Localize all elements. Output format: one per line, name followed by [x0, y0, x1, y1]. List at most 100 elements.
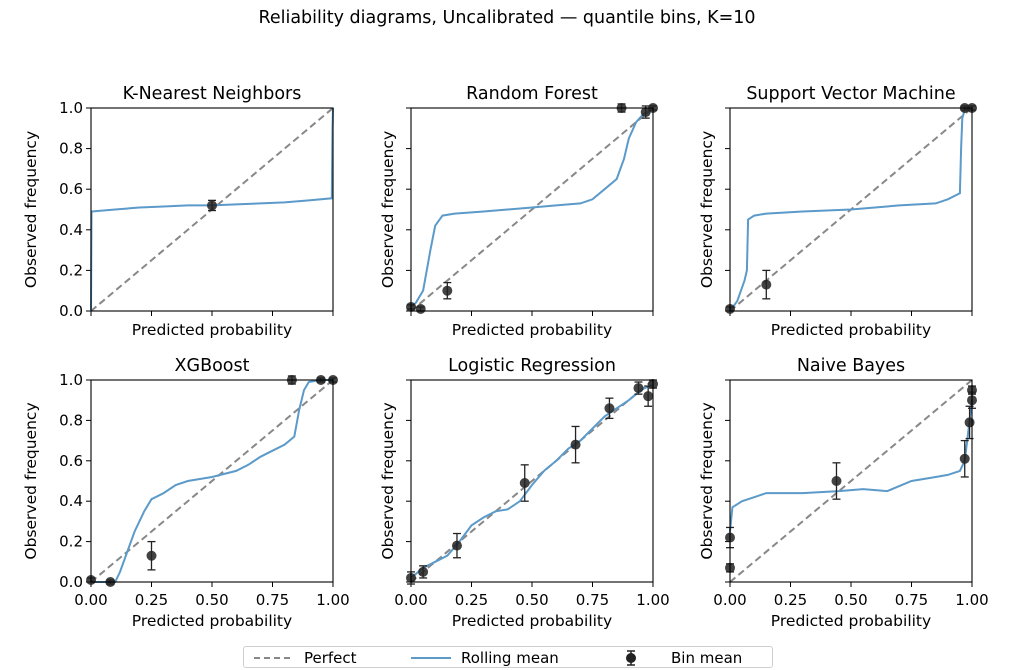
panel-6-frame	[729, 379, 973, 583]
panel-4-bin-point	[146, 540, 157, 571]
panel-1-ylabel: Observed frequency	[22, 131, 40, 288]
panel-6-bin-marker	[959, 453, 970, 464]
panel-6-bin-point	[959, 439, 970, 478]
panel-3-ylabel: Observed frequency	[698, 131, 716, 288]
panel-5-bin-marker	[451, 540, 462, 551]
legend-perfect-label: Perfect	[304, 649, 357, 667]
panel-2-xlabel: Predicted probability	[452, 321, 612, 339]
panel-5-xtick-label: 0.50	[515, 591, 548, 609]
panel-3-rolling-mean	[729, 107, 973, 312]
panel-3-xlabel: Predicted probability	[771, 321, 931, 339]
panel-2-rolling-mean	[410, 107, 654, 308]
panel-5-bin-point	[604, 397, 615, 420]
panel-3-title: Support Vector Machine	[746, 84, 955, 104]
panel-5-xtick-label: 0.75	[576, 591, 609, 609]
panel-1-ytick-label: 0.6	[59, 180, 83, 198]
panel-2-bin-point	[415, 303, 426, 314]
panel-5-xtick-label: 0.25	[455, 591, 488, 609]
panel-6-title: Naive Bayes	[797, 356, 905, 376]
panel-1-bin-marker	[207, 200, 217, 211]
panel-2-frame	[410, 107, 654, 312]
panel-6-xtick-label: 0.50	[834, 591, 867, 609]
panel-5-title: Logistic Regression	[448, 356, 616, 376]
panel-5-bin-marker	[633, 383, 644, 394]
panel-4-bin-marker	[146, 550, 157, 561]
panel-4-ytick-label: 0.0	[59, 573, 83, 591]
panel-2: Random Forest Predicted probability Observ…	[379, 84, 658, 339]
panel-5-xtick-label: 0.00	[394, 591, 427, 609]
panel-5-bin-point	[519, 464, 530, 502]
panel-6-rolling-mean	[729, 400, 973, 532]
panel-1-rolling-mean	[90, 107, 334, 312]
panel-4-xtick-label: 0.25	[135, 591, 168, 609]
panel-4-xtick-label: 0.00	[74, 591, 107, 609]
panel-1-bin-point	[207, 199, 217, 212]
panel-5-bin-point	[418, 565, 429, 579]
panel-6-xlabel: Predicted probability	[771, 612, 931, 630]
legend-bin-swatch	[626, 650, 636, 666]
figure-title: Reliability diagrams, Uncalibrated — qua…	[258, 8, 756, 28]
panel-6-bin-point	[964, 405, 975, 440]
panel-5-xtick-label: 1.00	[636, 591, 669, 609]
legend-perfect-swatch	[254, 657, 294, 659]
panel-2-bin-point	[442, 281, 453, 300]
panel-5-xlabel: Predicted probability	[452, 612, 612, 630]
legend: Perfect Rolling mean Bin mean	[243, 646, 773, 668]
panel-5: Logistic Regression 0.00 0.25 0.50 0.75 1.00 P…	[379, 356, 670, 630]
panel-2-bin-point	[616, 103, 627, 113]
panel-4-ytick-label: 0.6	[59, 452, 83, 470]
panel-1-xlabel: Predicted probability	[132, 321, 292, 339]
panel-5-bin-marker	[643, 391, 654, 402]
panel-6-bin-marker	[964, 417, 975, 428]
panel-5-frame	[410, 379, 654, 583]
panel-5-bin-marker	[604, 403, 615, 414]
panel-4-rolling-mean	[91, 379, 333, 583]
panel-2-title: Random Forest	[466, 84, 598, 104]
panel-6-bin-marker	[831, 476, 842, 486]
panel-6-perfect-line	[729, 379, 973, 583]
panel-3-bin-point	[761, 269, 772, 300]
panel-4-ytick-label: 0.2	[59, 533, 83, 551]
panel-2-bin-marker	[415, 303, 426, 314]
panel-2-ylabel: Observed frequency	[379, 131, 397, 288]
legend-rolling-label: Rolling mean	[461, 649, 559, 667]
panel-2-perfect-line	[410, 107, 654, 312]
panel-5-ylabel: Observed frequency	[379, 402, 397, 559]
panel-6-xtick-label: 0.75	[895, 591, 928, 609]
panel-6-bin-point	[831, 462, 842, 500]
panel-6-xtick-label: 0.25	[774, 591, 807, 609]
panel-2-bin-marker	[442, 285, 453, 296]
panel-1-ytick-label: 1.0	[59, 99, 83, 117]
panel-3: Support Vector Machine Predicted probabil…	[698, 84, 977, 339]
panel-1-ytick-label: 0.0	[59, 302, 83, 320]
panel-5-bin-point	[633, 381, 644, 395]
panel-1-ytick-label: 0.2	[59, 261, 83, 279]
panel-5-bin-marker	[418, 566, 429, 577]
panel-4: XGBoost 0.0 0.2 0.4 0.6 0.8 1.0 0.00 0.25 0.50 0.7…	[22, 356, 350, 630]
panel-5-bin-point	[643, 385, 654, 407]
panel-1: K-Nearest Neighbors 0.0 0.2 0.4 0.6 0.8 1.0 Pre…	[22, 84, 334, 339]
panel-5-bin-marker	[570, 439, 581, 450]
panel-1-title: K-Nearest Neighbors	[123, 84, 302, 104]
panel-4-title: XGBoost	[175, 356, 250, 376]
panel-4-ytick-label: 0.4	[59, 492, 83, 510]
panel-5-bin-point	[570, 425, 581, 464]
panel-4-ytick-label: 0.8	[59, 411, 83, 429]
panel-4-frame	[90, 379, 334, 583]
panel-4-xlabel: Predicted probability	[132, 612, 292, 630]
panel-6: Naive Bayes 0.00 0.25 0.50 0.75 1.00 Predicted…	[698, 356, 989, 630]
panel-1-frame	[90, 107, 334, 312]
panel-2-bin-marker	[640, 107, 651, 118]
panel-3-frame	[729, 107, 973, 312]
panel-4-xtick-label: 1.00	[316, 591, 349, 609]
panel-4-xtick-label: 0.75	[256, 591, 289, 609]
panel-4-xtick-label: 0.50	[195, 591, 228, 609]
panel-4-ylabel: Observed frequency	[22, 402, 40, 559]
panel-6-xtick-label: 1.00	[955, 591, 988, 609]
panel-6-xtick-label: 0.00	[713, 591, 746, 609]
panel-6-ylabel: Observed frequency	[698, 402, 716, 559]
panel-4-ytick-label: 1.0	[59, 371, 83, 389]
panel-1-ytick-label: 0.4	[59, 221, 83, 239]
panel-5-bin-point	[451, 532, 462, 559]
